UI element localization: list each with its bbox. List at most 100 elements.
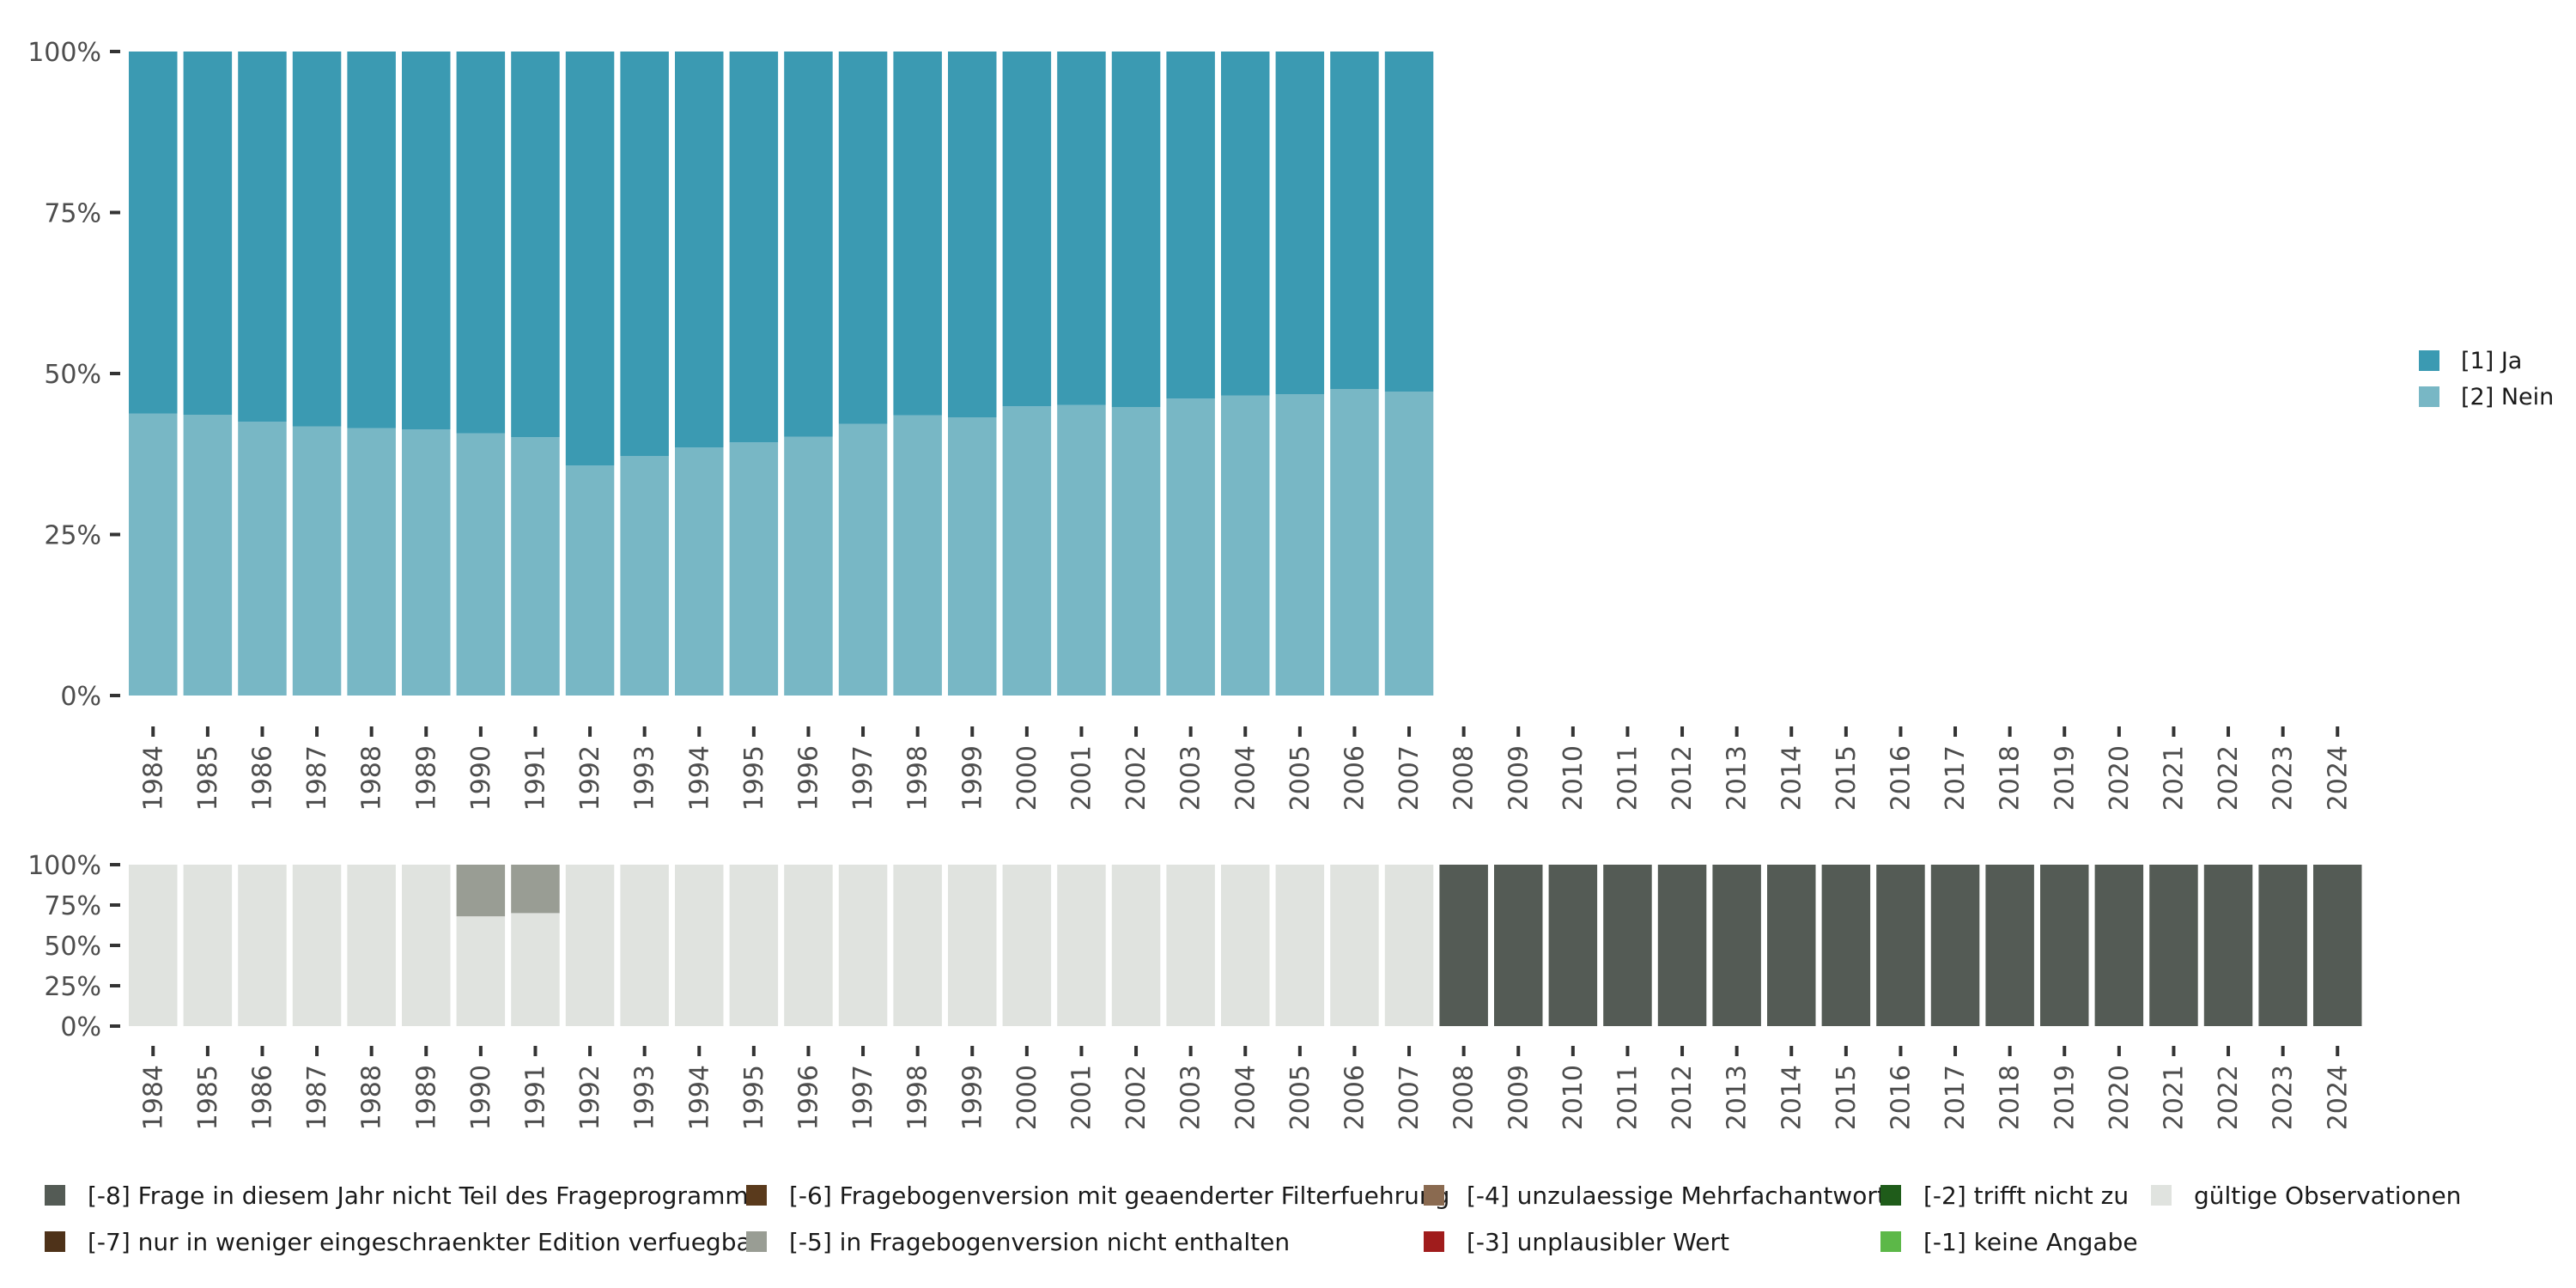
bar-2-nein-1996 [784, 436, 833, 696]
bar-8-frage-in-diesem-jahr-nicht-teil-des-frageprogramms-2017 [1930, 865, 1980, 1026]
legend-swatch-3-unplausibler-wert [1424, 1231, 1444, 1252]
x-tick-label: 2013 [1722, 745, 1753, 811]
x-tick-label: 2009 [1504, 745, 1534, 811]
bar-g-ltige-observationen-2006 [1330, 865, 1379, 1026]
bar-8-frage-in-diesem-jahr-nicht-teil-des-frageprogramms-2022 [2203, 865, 2253, 1026]
bar-g-ltige-observationen-1995 [729, 865, 779, 1026]
x-tick-label: 2006 [1340, 745, 1370, 811]
bar-g-ltige-observationen-2003 [1166, 865, 1215, 1026]
bar-1-ja-1998 [893, 52, 942, 416]
bar-8-frage-in-diesem-jahr-nicht-teil-des-frageprogramms-2008 [1439, 865, 1488, 1026]
x-tick-label: 2000 [1012, 745, 1042, 811]
x-tick-label: 1994 [684, 745, 714, 811]
x-tick-label: 1999 [957, 1065, 987, 1130]
x-tick-label: 2007 [1394, 745, 1425, 811]
bar-g-ltige-observationen-2002 [1111, 865, 1161, 1026]
x-tick-label: 2010 [1558, 1065, 1589, 1130]
x-tick-label: 2003 [1176, 1065, 1206, 1130]
x-tick-label: 1984 [138, 1065, 168, 1130]
bar-1-ja-2005 [1275, 52, 1325, 394]
bar-1-ja-1984 [129, 52, 178, 414]
x-tick-label: 1989 [411, 745, 441, 811]
x-tick-label: 2024 [2323, 745, 2353, 811]
bar-2-nein-2003 [1166, 398, 1215, 696]
x-tick-label: 2006 [1340, 1065, 1370, 1130]
bar-1-ja-1985 [183, 52, 233, 415]
x-tick-label: 1986 [247, 745, 277, 811]
bar-2-nein-1985 [183, 415, 233, 696]
bar-g-ltige-observationen-1998 [893, 865, 942, 1026]
top-legend: [1] Ja [2] Nein [2419, 348, 2554, 410]
bar-2-nein-1984 [129, 413, 178, 696]
x-tick-label: 1990 [466, 745, 496, 811]
x-tick-label: 2020 [2105, 745, 2135, 811]
x-tick-label: 2022 [2214, 745, 2244, 811]
y-tick-label: 100% [27, 38, 101, 68]
bar-2-nein-1990 [456, 433, 506, 696]
bar-2-nein-1989 [402, 429, 451, 696]
x-tick-label: 1997 [848, 745, 878, 811]
bar-2-nein-1998 [893, 415, 942, 696]
bar-1-ja-1990 [456, 52, 506, 434]
legend-label-6-fragebogenversion-mit-geaenderter-filterfuehrung: [-6] Fragebogenversion mit geaenderter F… [789, 1182, 1449, 1210]
x-tick-label: 1992 [575, 745, 605, 811]
x-tick-label: 2011 [1613, 745, 1643, 811]
x-tick-label: 2007 [1394, 1065, 1425, 1130]
bar-g-ltige-observationen-1987 [292, 865, 342, 1026]
x-tick-label: 2024 [2323, 1065, 2353, 1130]
y-tick-label: 100% [27, 851, 101, 881]
bar-2-nein-2004 [1221, 395, 1270, 696]
x-tick-label: 2012 [1668, 1065, 1698, 1130]
legend-label-1-keine-angabe: [-1] keine Angabe [1923, 1228, 2138, 1256]
x-tick-label: 1993 [630, 745, 660, 811]
bar-1-ja-1995 [729, 52, 779, 443]
bar-5-in-fragebogenversion-nicht-enthalten-1990 [456, 865, 506, 917]
x-tick-label: 2008 [1449, 1065, 1479, 1130]
x-tick-label: 2001 [1066, 1065, 1097, 1130]
bar-g-ltige-observationen-1999 [948, 865, 997, 1026]
x-tick-label: 1992 [575, 1065, 605, 1130]
legend-swatch-7-nur-in-weniger-eingeschraenkter-edition-verfuegbar [45, 1231, 65, 1252]
bar-1-ja-2000 [1002, 52, 1052, 407]
x-tick-label: 1991 [520, 745, 550, 811]
x-tick-label: 1999 [957, 745, 987, 811]
y-tick-label: 0% [60, 1012, 101, 1042]
bar-1-ja-1999 [948, 52, 997, 417]
legend-swatch-4-unzulaessige-mehrfachantwort [1424, 1185, 1444, 1206]
legend-label-2-trifft-nicht-zu: [-2] trifft nicht zu [1923, 1182, 2129, 1210]
bar-1-ja-2004 [1221, 52, 1270, 396]
bar-5-in-fragebogenversion-nicht-enthalten-1991 [511, 865, 560, 914]
bar-1-ja-1986 [238, 52, 287, 422]
x-tick-label: 2019 [2050, 745, 2080, 811]
legend-swatch-5-in-fragebogenversion-nicht-enthalten [746, 1231, 767, 1252]
bar-2-nein-1988 [347, 428, 396, 696]
x-tick-label: 2023 [2269, 745, 2299, 811]
bar-2-nein-2001 [1057, 404, 1106, 696]
legend-swatch-2-nein [2419, 386, 2439, 407]
x-tick-label: 2022 [2214, 1065, 2244, 1130]
bar-8-frage-in-diesem-jahr-nicht-teil-des-frageprogramms-2024 [2313, 865, 2362, 1026]
x-tick-label: 1997 [848, 1065, 878, 1130]
bar-8-frage-in-diesem-jahr-nicht-teil-des-frageprogramms-2012 [1657, 865, 1707, 1026]
x-tick-label: 2020 [2105, 1065, 2135, 1130]
x-tick-label: 1984 [138, 745, 168, 811]
x-tick-label: 1991 [520, 1065, 550, 1130]
x-tick-label: 2008 [1449, 745, 1479, 811]
legend-swatch-g-ltige-observationen [2151, 1185, 2172, 1206]
x-tick-label: 1990 [466, 1065, 496, 1130]
x-tick-label: 1988 [357, 745, 387, 811]
bar-g-ltige-observationen-1989 [402, 865, 451, 1026]
x-tick-label: 1994 [684, 1065, 714, 1130]
bar-g-ltige-observationen-1992 [565, 865, 615, 1026]
bar-1-ja-2001 [1057, 52, 1106, 405]
x-tick-label: 2018 [1996, 745, 2026, 811]
x-tick-label: 1993 [630, 1065, 660, 1130]
bar-g-ltige-observationen-1994 [675, 865, 724, 1026]
bar-8-frage-in-diesem-jahr-nicht-teil-des-frageprogramms-2013 [1712, 865, 1761, 1026]
bar-1-ja-1988 [347, 52, 396, 428]
bar-2-nein-1986 [238, 422, 287, 696]
x-tick-label: 1989 [411, 1065, 441, 1130]
x-tick-label: 2017 [1941, 745, 1971, 811]
bar-8-frage-in-diesem-jahr-nicht-teil-des-frageprogramms-2021 [2149, 865, 2198, 1026]
